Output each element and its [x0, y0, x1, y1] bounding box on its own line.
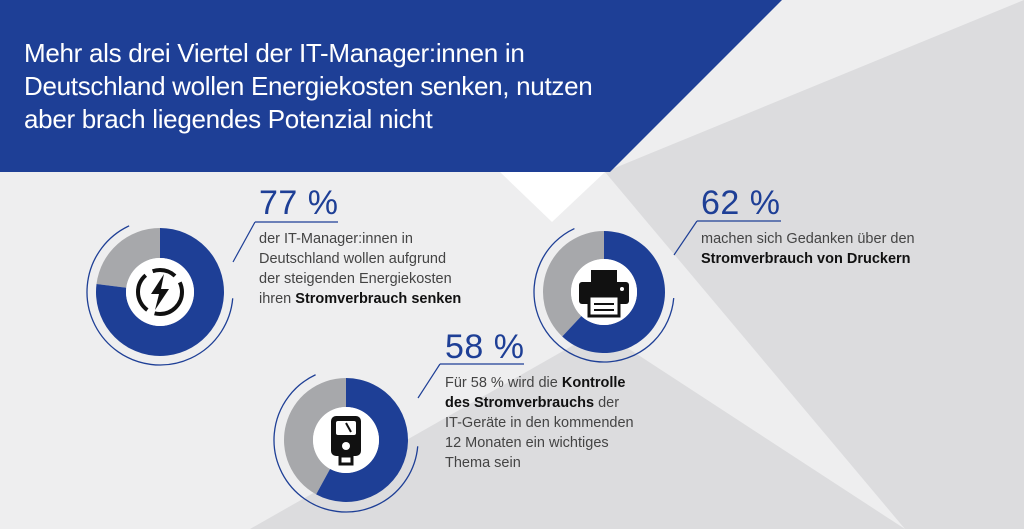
page-title: Mehr als drei Viertel der IT-Manager:inn…: [24, 38, 593, 134]
printer-icon: [579, 270, 629, 318]
donut-slice-value: [316, 377, 409, 503]
outer-ring-arc: [533, 227, 675, 363]
percent-label-62: 62 %: [701, 184, 781, 222]
pointer-line-3: [417, 363, 441, 399]
description-text: Thema sein: [445, 455, 521, 471]
pointer-line-2: [673, 220, 698, 256]
percent-label-58: 58 %: [445, 328, 525, 366]
description-bold-text: des Stromverbrauchs: [445, 395, 595, 411]
donut-slice-remainder: [543, 231, 604, 337]
description-bold-text: Stromverbrauch senken: [295, 291, 462, 307]
donut-slice-value: [96, 228, 225, 356]
description-77: der IT-Manager:innen in Deutschland woll…: [259, 229, 461, 309]
description-62: machen sich Gedanken über den Stromverbr…: [701, 229, 915, 269]
background-shape-bottom: [250, 330, 905, 529]
outer-ring-arc: [86, 225, 234, 366]
description-text: Für 58 % wird die: [445, 375, 562, 391]
description-text: der steigenden Energiekosten: [259, 271, 452, 287]
lightning-bolt-icon: [136, 268, 184, 316]
donut-slice-value: [562, 231, 665, 353]
description-text: machen sich Gedanken über den: [701, 231, 915, 247]
background-shape-right: [605, 0, 1024, 529]
description-bold-text: Stromverbrauch von Druckern: [701, 251, 911, 267]
pointer-line-1: [232, 221, 256, 263]
description-text: IT-Geräte in den kommenden: [445, 415, 634, 431]
percent-label-77: 77 %: [259, 184, 339, 222]
description-bold-text: Kontrolle: [561, 375, 626, 391]
description-text: 12 Monaten ein wichtiges: [445, 435, 609, 451]
description-text: der: [594, 395, 620, 411]
description-58: Für 58 % wird die Kontrolle des Stromver…: [445, 373, 634, 473]
power-meter-icon: [331, 416, 361, 466]
donut-slice-remainder: [284, 378, 346, 495]
description-text: ihren: [259, 291, 296, 307]
header-banner: [0, 0, 782, 172]
description-text: der IT-Manager:innen in: [259, 231, 413, 247]
outer-ring-arc: [273, 374, 419, 513]
donut-slice-remainder: [96, 228, 160, 288]
description-text: Deutschland wollen aufgrund: [259, 251, 447, 267]
background-notch: [500, 172, 605, 222]
